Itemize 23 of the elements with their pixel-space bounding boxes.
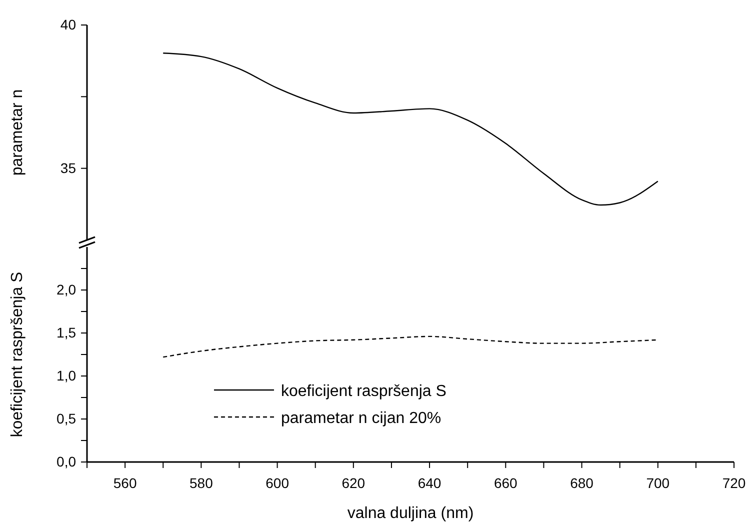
y-axis-title: parametar n (9, 89, 26, 176)
x-tick-label: 560 (113, 474, 137, 491)
x-tick-label: 580 (189, 474, 214, 491)
x-tick-label: 660 (494, 474, 518, 491)
y-tick-label: 35 (60, 160, 76, 176)
x-tick-label: 640 (418, 474, 442, 491)
x-axis-title: valna duljina (nm) (347, 505, 474, 522)
line-series (162, 52, 658, 206)
y-axis-title: koeficijent raspršenja S (9, 272, 26, 438)
y-tick-label: 0,5 (56, 410, 76, 426)
text: koeficijent raspršenja S (281, 383, 446, 400)
x-tick-label: 720 (722, 474, 746, 491)
line-series (162, 336, 658, 358)
y-tick-label: 1,5 (56, 324, 76, 340)
x-tick-label: 600 (266, 474, 290, 491)
x-tick-label: 700 (646, 474, 670, 491)
y-tick-label: 40 (60, 16, 76, 32)
y-tick-label: 0,0 (56, 453, 76, 470)
x-tick-label: 620 (342, 474, 366, 491)
x-tick-label: 680 (570, 474, 594, 491)
y-tick-label: 1,0 (56, 367, 76, 384)
legend-label: parametar n cijan 20% (281, 410, 442, 427)
y-tick-label: 2,0 (56, 281, 76, 298)
